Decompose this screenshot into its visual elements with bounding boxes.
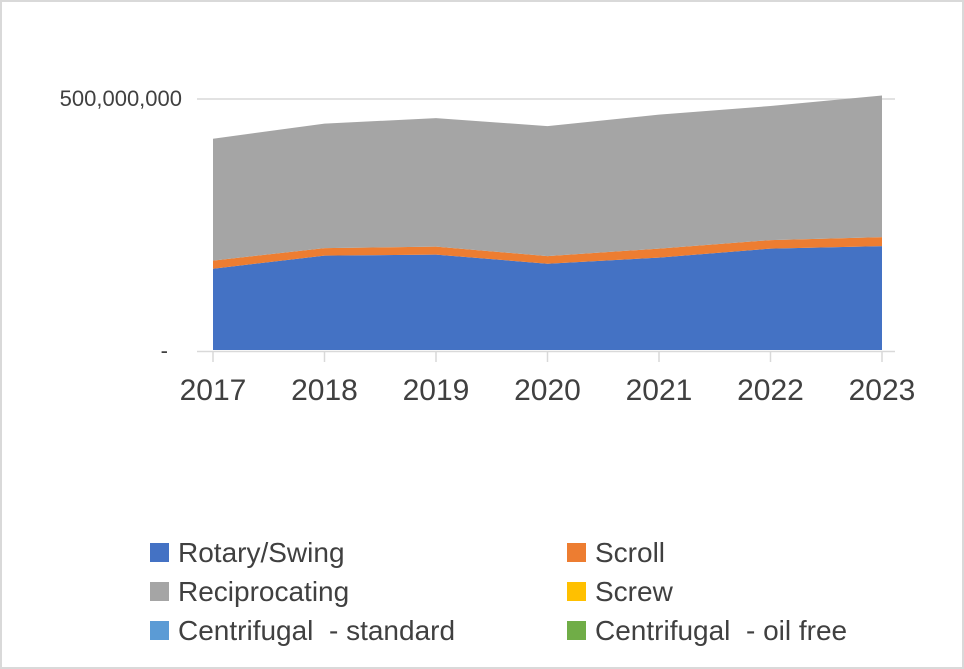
legend-label: Scroll (595, 536, 666, 568)
area-reciprocating (213, 95, 882, 261)
legend-label: Centrifugal - standard (178, 614, 456, 646)
x-axis-label-2020: 2020 (514, 374, 581, 407)
legend-label: Reciprocating (178, 575, 350, 607)
area-scroll (213, 237, 882, 269)
x-axis-label-2017: 2017 (179, 374, 247, 407)
legend-item-centrifugal-oil-free: Centrifugal - oil free (567, 614, 847, 648)
x-axis-label-2022: 2022 (737, 374, 804, 407)
legend-marker-icon (567, 582, 586, 601)
legend-marker-icon (150, 621, 169, 640)
legend-label: Screw (595, 575, 673, 607)
legend-item-reciprocating: Reciprocating (150, 575, 567, 609)
x-axis-label-2021: 2021 (625, 374, 693, 407)
legend-marker-icon (150, 543, 169, 562)
x-axis-label-2023: 2023 (848, 374, 916, 407)
legend-marker-icon (567, 621, 586, 640)
area-rotary-swing (213, 246, 882, 350)
legend-item-scroll: Scroll (567, 536, 847, 570)
y-axis-label-max: 500,000,000 (59, 86, 182, 111)
legend-marker-icon (567, 543, 586, 562)
legend-item-screw: Screw (567, 575, 847, 609)
y-axis-label-zero: - (160, 338, 168, 363)
legend: Rotary/Swing Scroll Reciprocating Screw Cent… (150, 533, 847, 650)
legend-label: Rotary/Swing (178, 536, 345, 568)
x-axis-label-2018: 2018 (291, 374, 358, 407)
legend-label: Centrifugal - oil free (595, 614, 848, 646)
stacked-area-plot (197, 95, 895, 362)
legend-item-centrifugal-standard: Centrifugal - standard (150, 614, 567, 648)
legend-item-rotary-swing: Rotary/Swing (150, 536, 567, 570)
x-axis-label-2019: 2019 (402, 374, 470, 407)
legend-marker-icon (150, 582, 169, 601)
